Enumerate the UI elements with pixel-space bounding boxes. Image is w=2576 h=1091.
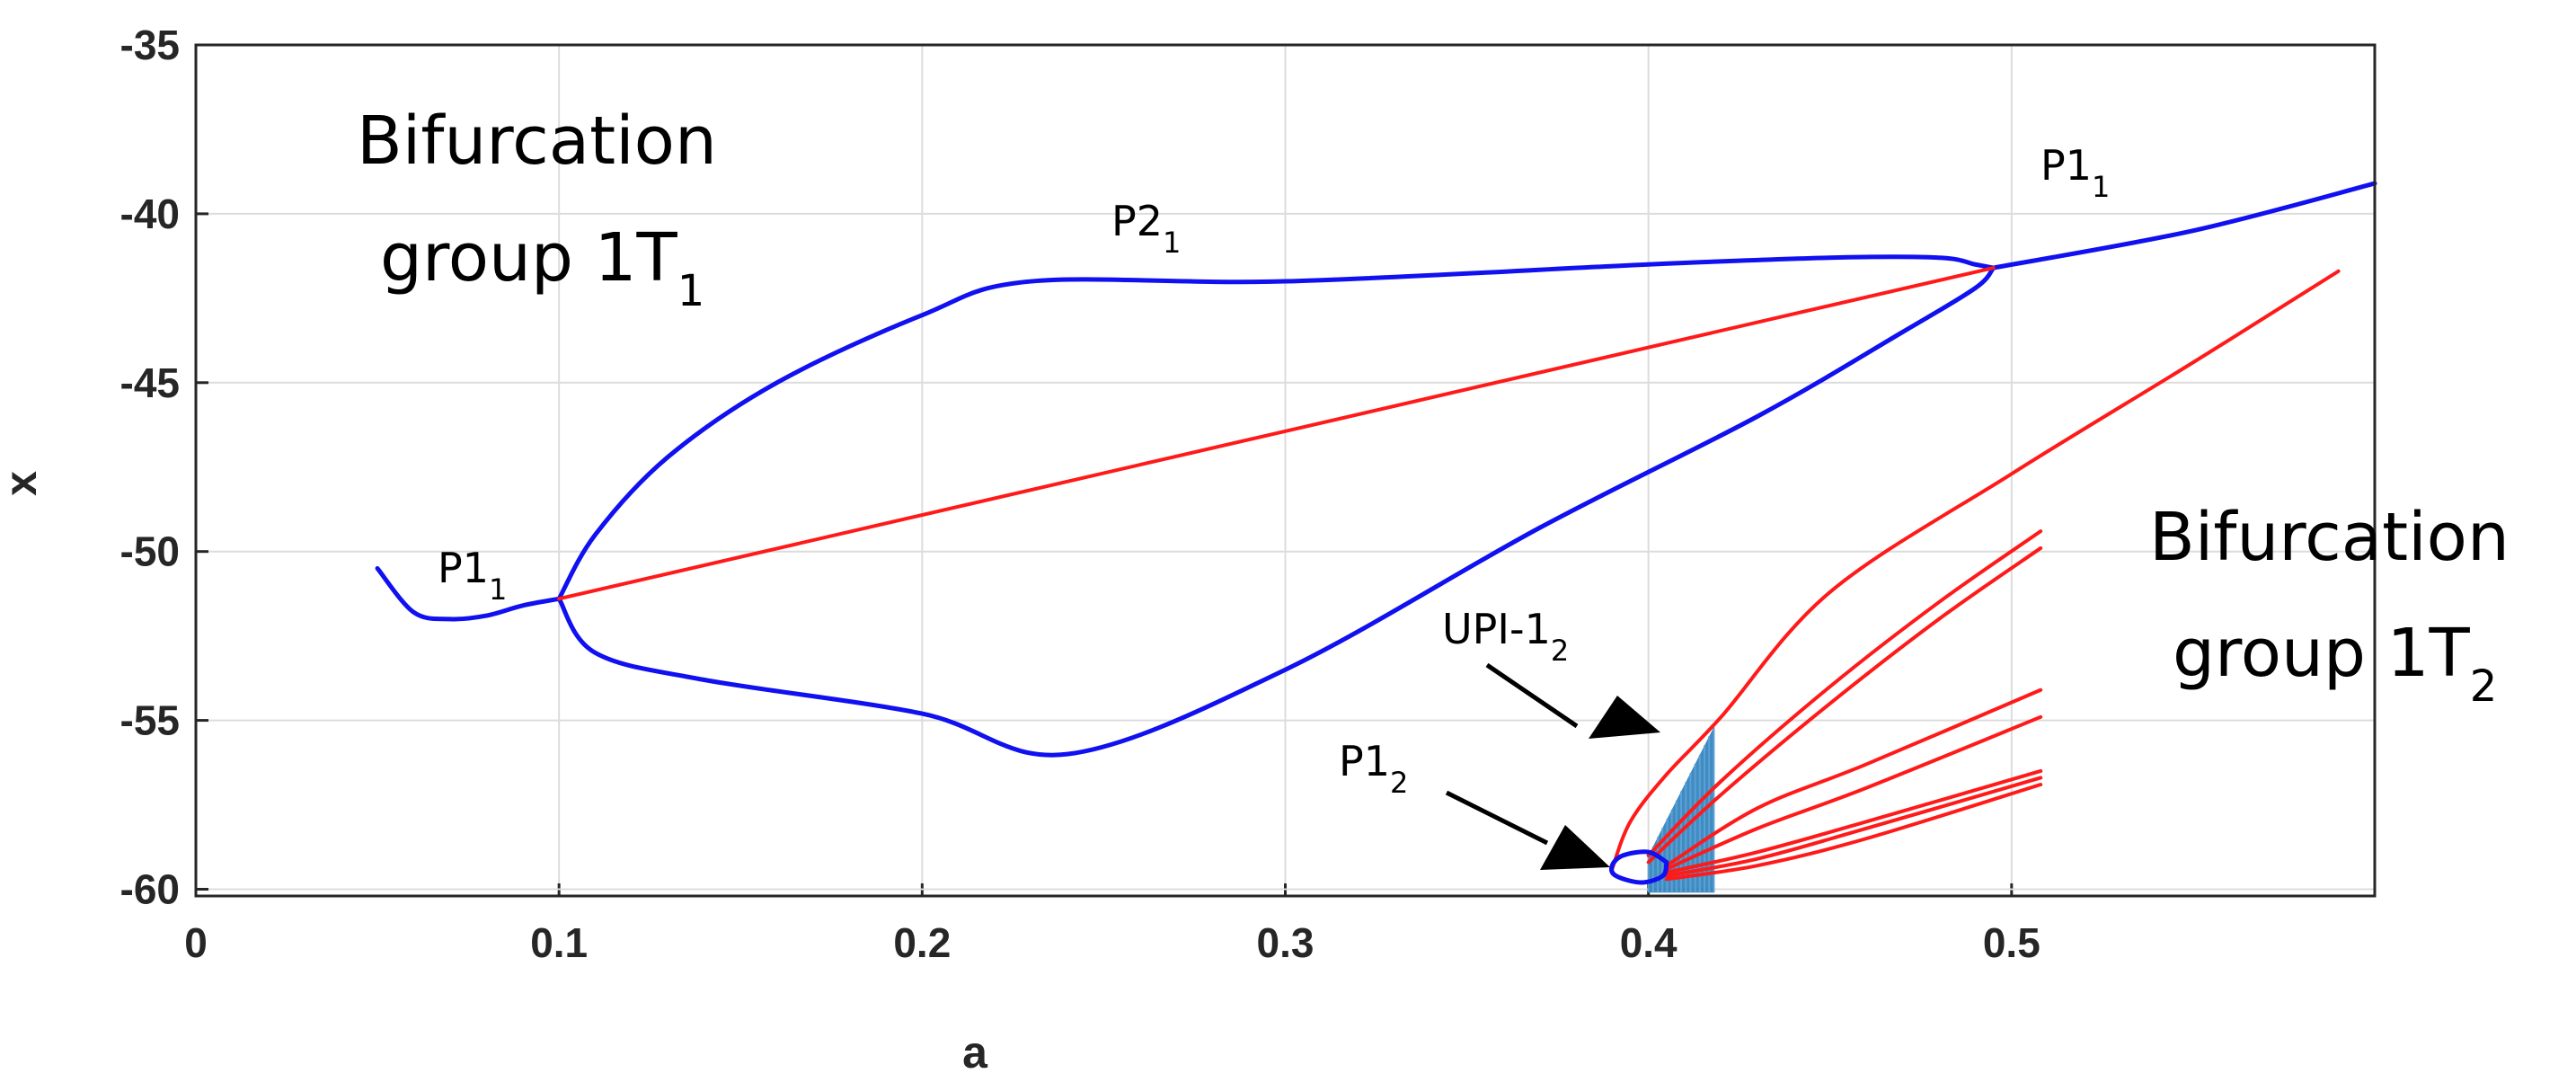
group1-label-line2: group 1T1 [380,219,704,316]
group1-label-line1: Bifurcation [357,102,717,180]
series-line-5 [557,266,1996,601]
y-tick-label: -35 [120,22,180,68]
series-line-7 [1646,529,2043,857]
series-line-8 [1646,546,2043,865]
x-tick-label: 0.1 [530,919,588,966]
series-line-6 [1610,269,2341,871]
group1-label-main: group 1T [380,219,678,297]
series-line-2 [556,254,1996,601]
x-tick-label: 0.5 [1983,919,2040,966]
group2-label-line1: Bifurcation [2149,499,2510,576]
label-p1-bottom-sub: 2 [1390,766,1408,800]
y-tick-label: -55 [120,697,180,744]
p1-bottom-arrow-shaft [1445,790,1549,846]
label-p1-left-sub: 1 [489,572,507,607]
x-axis-label: a [962,1027,988,1078]
label-p1-left: P11 [438,544,507,607]
x-tick-labels: 0 0.1 0.2 0.3 0.4 0.5 [184,919,2040,966]
label-p2-top-main: P2 [1111,197,1163,245]
y-axis-label: x [0,471,46,496]
label-upi: UPI-12 [1442,605,1569,668]
series-line-11 [1664,768,2043,874]
series-line-12 [1664,776,2043,878]
label-p2-top-sub: 1 [1163,226,1181,260]
x-tick-label: 0.2 [893,919,951,966]
label-upi-sub: 2 [1551,634,1569,668]
label-p2-top: P21 [1111,197,1181,260]
x-tick-label: 0 [184,919,208,966]
label-p1-bottom-main: P1 [1339,737,1390,785]
p1-bottom-arrow [1445,790,1610,870]
x-tick-label: 0.4 [1620,919,1677,966]
y-tick-label: -40 [120,191,180,237]
label-upi-main: UPI-1 [1442,605,1551,653]
y-tick-label: -60 [120,865,180,912]
series-lines [375,181,2377,885]
upi-arrow-head [1589,696,1660,739]
p1-bottom-arrow-head [1540,825,1610,870]
upi-arrow [1485,662,1660,739]
x-tick-label: 0.3 [1257,919,1315,966]
label-p1-right-main: P1 [2040,141,2092,190]
series-line-13 [1664,782,2043,882]
group2-label-sub: 2 [2470,661,2498,712]
series-line-1 [375,565,562,622]
y-tick-labels: -35 -40 -45 -50 -55 -60 [120,22,180,912]
group2-label-line2: group 1T2 [2173,615,2497,712]
y-tick-label: -50 [120,528,180,575]
series-line-14 [1609,849,1669,885]
upi-arrow-shaft [1485,662,1579,729]
series-line-4 [1991,181,2377,271]
label-p1-right: P11 [2040,141,2110,204]
series-line-3 [556,265,1996,758]
label-p1-right-sub: 1 [2092,170,2110,204]
series-line-9 [1664,687,2043,868]
y-tick-label: -45 [120,359,180,406]
label-p1-left-main: P1 [438,544,489,592]
series-line-10 [1664,714,2043,871]
group1-label-sub: 1 [677,266,705,316]
group2-label-main: group 1T [2173,615,2471,692]
axes-box [194,43,2377,898]
label-p1-bottom: P12 [1339,737,1408,800]
